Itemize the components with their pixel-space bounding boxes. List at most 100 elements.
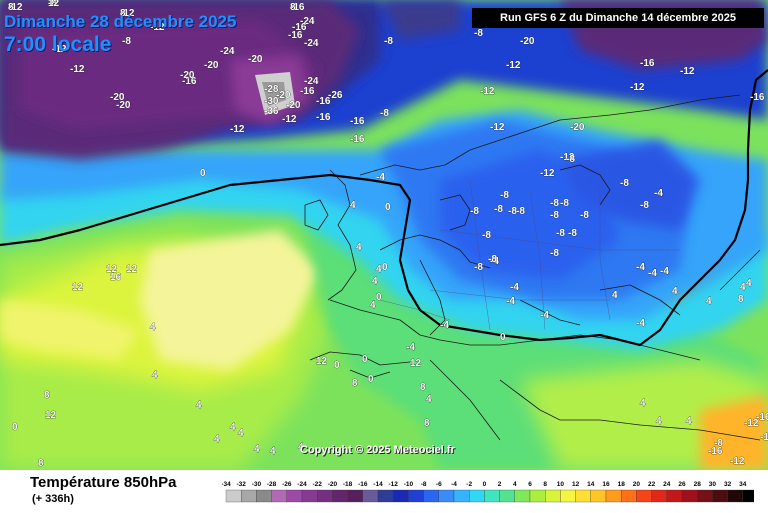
- isotherm-value-label: -24: [304, 76, 319, 87]
- isotherm-value-label: 0: [12, 422, 18, 433]
- isotherm-value-label: -4: [648, 268, 657, 279]
- isotherm-value-label: 0: [368, 374, 374, 385]
- isotherm-value-label: 8: [120, 8, 126, 19]
- isotherm-value-label: -8: [494, 204, 503, 215]
- borders: [379, 179, 680, 331]
- isotherm-value-label: 4: [640, 398, 646, 409]
- isotherm-value-label: -8: [566, 154, 575, 165]
- isotherm-value-label: -28: [264, 84, 279, 95]
- isotherm-value-label: 0: [362, 354, 368, 365]
- isotherm-value-label: 4: [740, 282, 746, 293]
- isotherm-value-label: 4: [656, 416, 662, 427]
- legend-tick-label: 30: [709, 481, 717, 488]
- isotherm-value-label: -12: [490, 122, 505, 133]
- isotherm-value-label: -12: [560, 152, 575, 163]
- isotherm-value-label: -12: [760, 432, 768, 443]
- legend-swatch: [393, 489, 409, 503]
- isotherm-value-label: -8: [474, 262, 483, 273]
- isotherm-value-label: -8: [620, 178, 629, 189]
- isotherm-value-label: -20: [116, 100, 131, 111]
- legend-swatch: [651, 489, 667, 503]
- isotherm-value-label: -20: [180, 70, 195, 81]
- isotherm-value-label: 12: [45, 410, 57, 421]
- isotherm-value-label: 4: [672, 286, 678, 297]
- isotherm-value-label: 4: [152, 370, 158, 381]
- isotherm-value-label: -12: [70, 64, 85, 75]
- legend-tick-label: 28: [694, 481, 702, 488]
- isotherm-value-label: -8: [568, 228, 577, 239]
- isotherm-value-label: -20: [248, 54, 263, 65]
- legend-swatch: [317, 489, 333, 503]
- legend-swatch: [712, 489, 728, 503]
- isotherm-value-label: 8: [424, 418, 430, 429]
- legend-tick-label: -14: [373, 481, 383, 488]
- isotherm-value-label: -4: [660, 266, 669, 277]
- legend-tick-label: -32: [236, 481, 246, 488]
- isotherm-value-label: 4: [238, 428, 244, 439]
- legend-tick-label: -16: [358, 481, 368, 488]
- temperature-850hpa-map: -8 -16 -12 -12 -24 -12 -16 -24 -12 -12 -8 -16 -20 -20…: [0, 0, 768, 470]
- isotherm-value-label: 8: [8, 2, 14, 13]
- isotherm-value-label: 12: [316, 356, 328, 367]
- isotherm-value-label: -26: [328, 90, 343, 101]
- legend-tick-label: 4: [513, 481, 517, 488]
- map-canvas: -8 -16-12-12-24-12-16-24-12-12-8-16-20-20…: [0, 0, 768, 470]
- isotherm-value-label: 12: [72, 282, 84, 293]
- isotherm-value-label: 4: [254, 444, 260, 455]
- isotherm-value-label: -12: [150, 22, 165, 33]
- isotherm-value-label: -8: [470, 206, 479, 217]
- legend-swatch: [347, 489, 363, 503]
- isotherm-value-label: -12: [8, 2, 23, 13]
- isotherm-value-label: 16: [110, 272, 122, 283]
- legend-swatch: [590, 489, 607, 503]
- isotherm-value-label: 4: [746, 278, 752, 289]
- legend-tick-label: 6: [528, 481, 532, 488]
- isotherm-value-label: -4: [406, 342, 415, 353]
- legend-tick-label: -20: [328, 481, 338, 488]
- isotherm-value-label: -8: [560, 198, 569, 209]
- isotherm-value-label: -8: [516, 206, 525, 217]
- isotherm-value-label: -12: [506, 60, 521, 71]
- isotherm-value-label: -8: [122, 36, 131, 47]
- isotherm-value-label: -8: [384, 36, 393, 47]
- isotherm-value-label: -16: [640, 58, 655, 69]
- legend-swatch: [545, 489, 561, 503]
- isotherm-value-label: 4: [150, 322, 156, 333]
- legend-tick-label: -34: [222, 481, 231, 488]
- isotherm-value-label: -4: [654, 188, 663, 199]
- legend-swatch: [301, 489, 318, 503]
- isotherm-value-label: 4: [370, 300, 376, 311]
- legend-tick-label: -28: [267, 481, 277, 488]
- variable-title: Température 850hPa: [30, 474, 177, 491]
- isotherm-value-label: -8: [550, 210, 559, 221]
- isotherm-value-label: -30: [264, 96, 279, 107]
- isotherm-value-label: -12: [630, 82, 645, 93]
- isotherm-value-label: -16: [290, 2, 305, 13]
- isotherm-value-label: -4: [510, 282, 519, 293]
- isotherm-value-label: 4: [230, 422, 236, 433]
- isotherm-value-label: -12: [540, 168, 555, 179]
- legend-swatch: [408, 489, 424, 503]
- isotherm-value-label: -16: [756, 412, 768, 423]
- legend-tick-label: -8: [421, 481, 427, 488]
- legend-swatch: [529, 489, 546, 503]
- isotherm-value-label: -4: [506, 296, 515, 307]
- isotherm-value-label: -4: [540, 310, 549, 321]
- legend-tick-label: 32: [724, 481, 732, 488]
- isotherm-value-label: -4: [636, 262, 645, 273]
- legend-swatch: [742, 489, 759, 503]
- isotherm-value-label: -24: [220, 46, 235, 57]
- legend-tick-label: -2: [466, 481, 472, 488]
- isotherm-value-label: -12: [230, 124, 245, 135]
- legend-swatch: [697, 489, 713, 503]
- legend-swatch: [575, 489, 591, 503]
- isotherm-value-label: 12: [410, 358, 422, 369]
- isotherm-value-label: -20: [110, 92, 125, 103]
- isotherm-value-label: -4: [440, 320, 449, 331]
- forecast-time: 7:00 locale: [4, 33, 112, 56]
- temperature-labels: -8 -16-12-12-24-12-16-24-12-12-8-16-20-20…: [8, 0, 768, 469]
- legend-swatch: [256, 489, 272, 503]
- isotherm-value-label: -8: [380, 108, 389, 119]
- legend-swatch: [514, 489, 531, 503]
- isotherm-value-label: -12: [744, 418, 759, 429]
